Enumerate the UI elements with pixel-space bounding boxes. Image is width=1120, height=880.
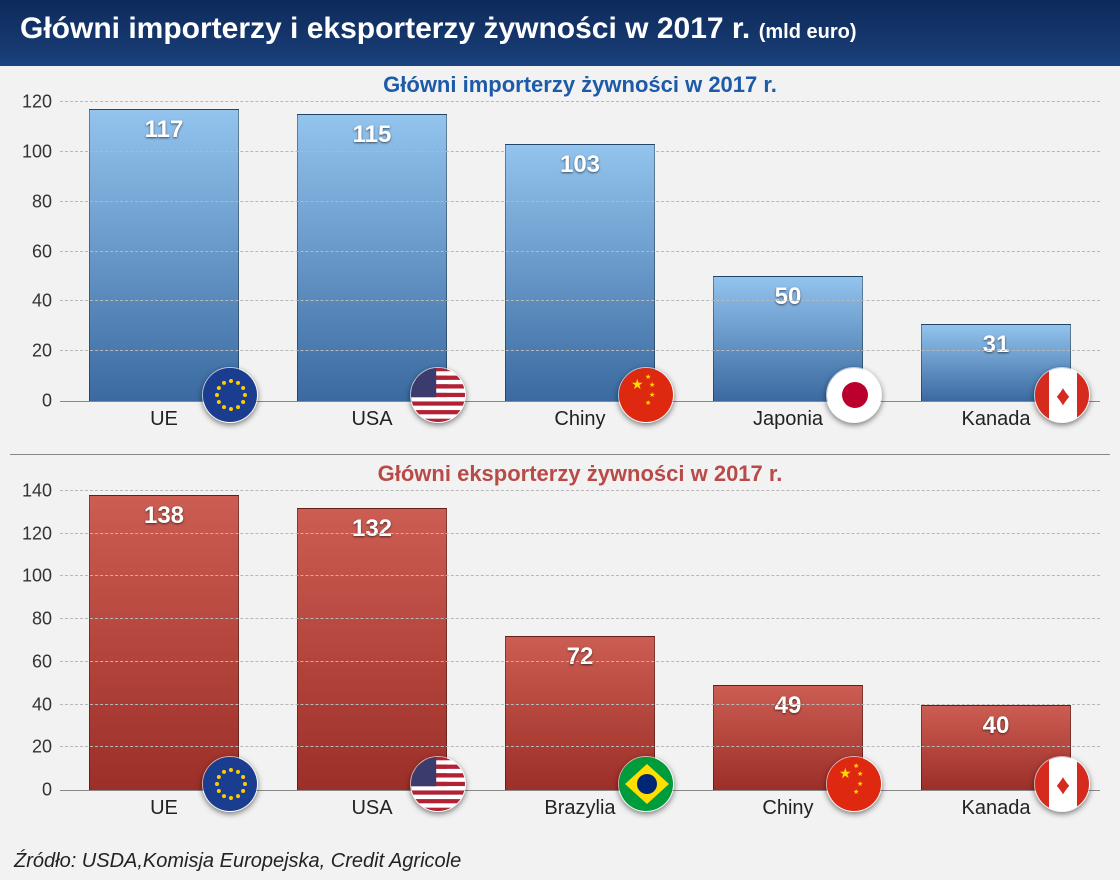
bar-value: 49 [714, 692, 862, 720]
y-axis-label: 100 [12, 141, 52, 162]
bar: 115 [297, 114, 447, 401]
exporters-title: Główni eksporterzy żywności w 2017 r. [60, 461, 1100, 487]
grid-line [60, 661, 1100, 662]
bar-value: 31 [922, 331, 1070, 359]
y-axis-label: 20 [12, 341, 52, 362]
bar: 31♦ [921, 324, 1071, 401]
bar: 49★★★★★ [713, 685, 863, 790]
grid-line [60, 101, 1100, 102]
y-axis-label: 80 [12, 609, 52, 630]
grid-line [60, 575, 1100, 576]
svg-text:★: ★ [645, 373, 651, 381]
importers-title: Główni importerzy żywności w 2017 r. [60, 72, 1100, 98]
grid-line [60, 350, 1100, 351]
japan-flag-icon [826, 367, 882, 423]
bar-value: 138 [90, 502, 238, 530]
eu-flag-icon [202, 756, 258, 812]
svg-text:♦: ♦ [1056, 769, 1070, 800]
bar: 117 [89, 109, 239, 401]
importers-bars: 117115103★★★★★5031♦ [60, 102, 1100, 401]
main-title: Główni importerzy i eksporterzy żywności… [20, 12, 750, 45]
y-axis-label: 60 [12, 651, 52, 672]
y-axis-label: 20 [12, 737, 52, 758]
bar-slot: 115 [287, 102, 457, 401]
grid-line [60, 251, 1100, 252]
canada-flag-icon: ♦ [1034, 367, 1090, 423]
bar-slot: 138 [79, 491, 249, 790]
y-axis-label: 40 [12, 291, 52, 312]
bar-slot: 40♦ [911, 491, 1081, 790]
y-axis-label: 80 [12, 191, 52, 212]
bar: 50 [713, 276, 863, 401]
grid-line [60, 201, 1100, 202]
svg-text:★: ★ [839, 765, 852, 781]
grid-line [60, 300, 1100, 301]
svg-text:★: ★ [857, 780, 863, 788]
svg-text:★: ★ [853, 788, 859, 796]
bar-slot: 132 [287, 491, 457, 790]
y-axis-label: 100 [12, 566, 52, 587]
grid-line [60, 533, 1100, 534]
source-text: Źródło: USDA,Komisja Europejska, Credit … [0, 842, 1120, 873]
grid-line [60, 151, 1100, 152]
bar-value: 50 [714, 283, 862, 311]
usa-flag-icon [410, 367, 466, 423]
bar-value: 103 [506, 151, 654, 179]
exporters-panel: Główni eksporterzy żywności w 2017 r. 13… [10, 454, 1110, 842]
grid-line [60, 704, 1100, 705]
svg-text:♦: ♦ [1056, 380, 1070, 411]
china-flag-icon: ★★★★★ [618, 367, 674, 423]
bar-slot: 103★★★★★ [495, 102, 665, 401]
grid-line [60, 490, 1100, 491]
exporters-plot: 1381327249★★★★★40♦ 020406080100120140 [60, 491, 1100, 791]
header: Główni importerzy i eksporterzy żywności… [0, 0, 1120, 66]
svg-text:★: ★ [649, 391, 655, 399]
svg-text:★: ★ [649, 381, 655, 389]
bar-value: 40 [922, 712, 1070, 740]
brazil-flag-icon [618, 756, 674, 812]
bar-slot: 31♦ [911, 102, 1081, 401]
bar-slot: 72 [495, 491, 665, 790]
bar-slot: 49★★★★★ [703, 491, 873, 790]
y-axis-label: 0 [12, 391, 52, 412]
y-axis-label: 0 [12, 780, 52, 801]
bar-value: 132 [298, 515, 446, 543]
svg-text:★: ★ [645, 399, 651, 407]
svg-text:★: ★ [853, 762, 859, 770]
y-axis-label: 140 [12, 481, 52, 502]
bar-slot: 50 [703, 102, 873, 401]
bar: 72 [505, 636, 655, 790]
svg-text:★: ★ [857, 770, 863, 778]
grid-line [60, 746, 1100, 747]
grid-line [60, 618, 1100, 619]
y-axis-label: 40 [12, 694, 52, 715]
canada-flag-icon: ♦ [1034, 756, 1090, 812]
bar-value: 72 [506, 643, 654, 671]
importers-plot: 117115103★★★★★5031♦ 020406080100120 [60, 102, 1100, 402]
bar-value: 115 [298, 121, 446, 149]
importers-panel: Główni importerzy żywności w 2017 r. 117… [0, 66, 1120, 454]
eu-flag-icon [202, 367, 258, 423]
bar: 103★★★★★ [505, 144, 655, 401]
main-unit: (mld euro) [759, 21, 857, 43]
svg-text:★: ★ [631, 376, 644, 392]
china-flag-icon: ★★★★★ [826, 756, 882, 812]
bar-slot: 117 [79, 102, 249, 401]
bar: 132 [297, 508, 447, 790]
y-axis-label: 120 [12, 92, 52, 113]
y-axis-label: 60 [12, 241, 52, 262]
bar-value: 117 [90, 116, 238, 144]
usa-flag-icon [410, 756, 466, 812]
exporters-bars: 1381327249★★★★★40♦ [60, 491, 1100, 790]
y-axis-label: 120 [12, 523, 52, 544]
